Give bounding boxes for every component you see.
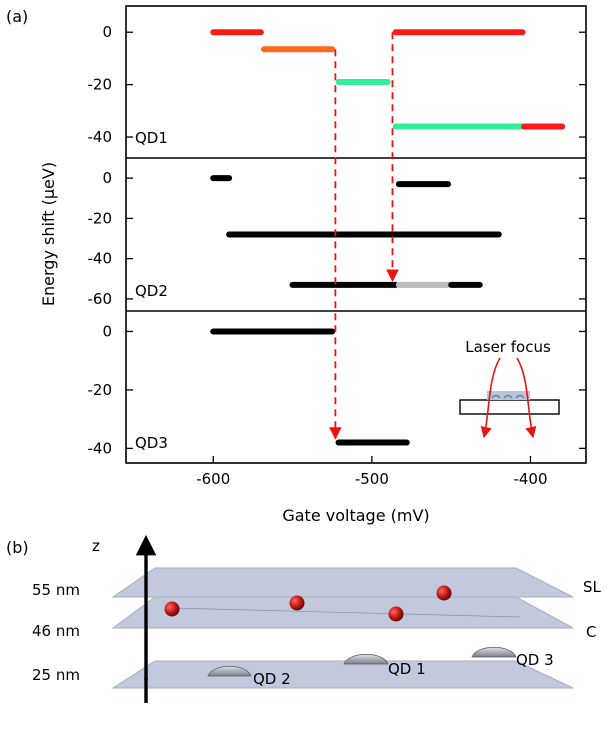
layer-height-sl: 55 nm xyxy=(32,581,80,599)
y-tick-label: -20 xyxy=(88,209,113,227)
y-tick-label: -40 xyxy=(88,439,113,457)
quantum-dot-dome xyxy=(471,646,517,658)
laser-focus-label: Laser focus xyxy=(465,338,551,356)
laser-focus-inset: Laser focus xyxy=(459,338,560,439)
x-tick-label: -500 xyxy=(355,470,389,488)
x-tick-label: -400 xyxy=(513,470,547,488)
c-layer-guide xyxy=(171,607,521,618)
layer-label-c: C xyxy=(586,623,596,641)
panel-a-label: (a) xyxy=(6,7,28,26)
y-tick-label: -20 xyxy=(88,381,113,399)
panel-label: QD3 xyxy=(135,434,168,452)
y-tick-label: 0 xyxy=(102,23,112,41)
y-tick-label: -60 xyxy=(88,290,113,308)
layer-schematic: z 55 nm 46 nm 25 nm SL C QD 2 QD 1 QD 3 xyxy=(32,534,602,703)
qd1-label: QD 1 xyxy=(388,660,426,678)
laser-beam-right xyxy=(516,357,537,439)
sample-bar xyxy=(459,399,560,415)
y-tick-label: 0 xyxy=(102,322,112,340)
quantum-dot-dome xyxy=(207,665,252,677)
panel-b-label: (b) xyxy=(6,538,29,557)
quantum-dot-dome xyxy=(343,653,389,665)
laser-beam-left xyxy=(480,357,501,439)
layer-label-sl: SL xyxy=(583,578,602,596)
y-tick-label: -40 xyxy=(88,128,113,146)
qd2-label: QD 2 xyxy=(253,670,291,688)
panel-label: QD2 xyxy=(135,282,168,300)
layer-height-qd: 25 nm xyxy=(32,666,80,684)
charge-ball xyxy=(289,595,305,611)
x-axis-label: Gate voltage (mV) xyxy=(282,506,429,525)
plot-frame xyxy=(125,5,587,464)
panel-label: QD1 xyxy=(135,129,168,147)
charge-ball xyxy=(164,601,180,617)
dot-bumps xyxy=(491,394,525,399)
y-tick-label: 0 xyxy=(102,169,112,187)
charge-ball xyxy=(436,585,452,601)
z-axis-label: z xyxy=(92,537,100,555)
charge-ball xyxy=(388,606,404,622)
layer-height-c: 46 nm xyxy=(32,622,80,640)
layer-qd xyxy=(111,660,574,689)
x-tick-label: -600 xyxy=(196,470,230,488)
qd3-label: QD 3 xyxy=(516,651,554,669)
y-tick-label: -40 xyxy=(88,250,113,268)
layer-sl xyxy=(111,567,574,598)
plot-area: -600 -500 -400 0 -20 -40 QD1 0 -20 -40 -60 QD2 0 -20 -… xyxy=(88,5,587,488)
y-tick-label: -20 xyxy=(88,76,113,94)
axis-ticks: -600 -500 -400 0 -20 -40 QD1 0 -20 -40 -60 QD2 0 -20 -… xyxy=(88,23,586,488)
y-axis-label: Energy shift (µeV) xyxy=(39,162,58,306)
data-segments xyxy=(210,29,566,446)
transition-arrows xyxy=(329,32,399,440)
